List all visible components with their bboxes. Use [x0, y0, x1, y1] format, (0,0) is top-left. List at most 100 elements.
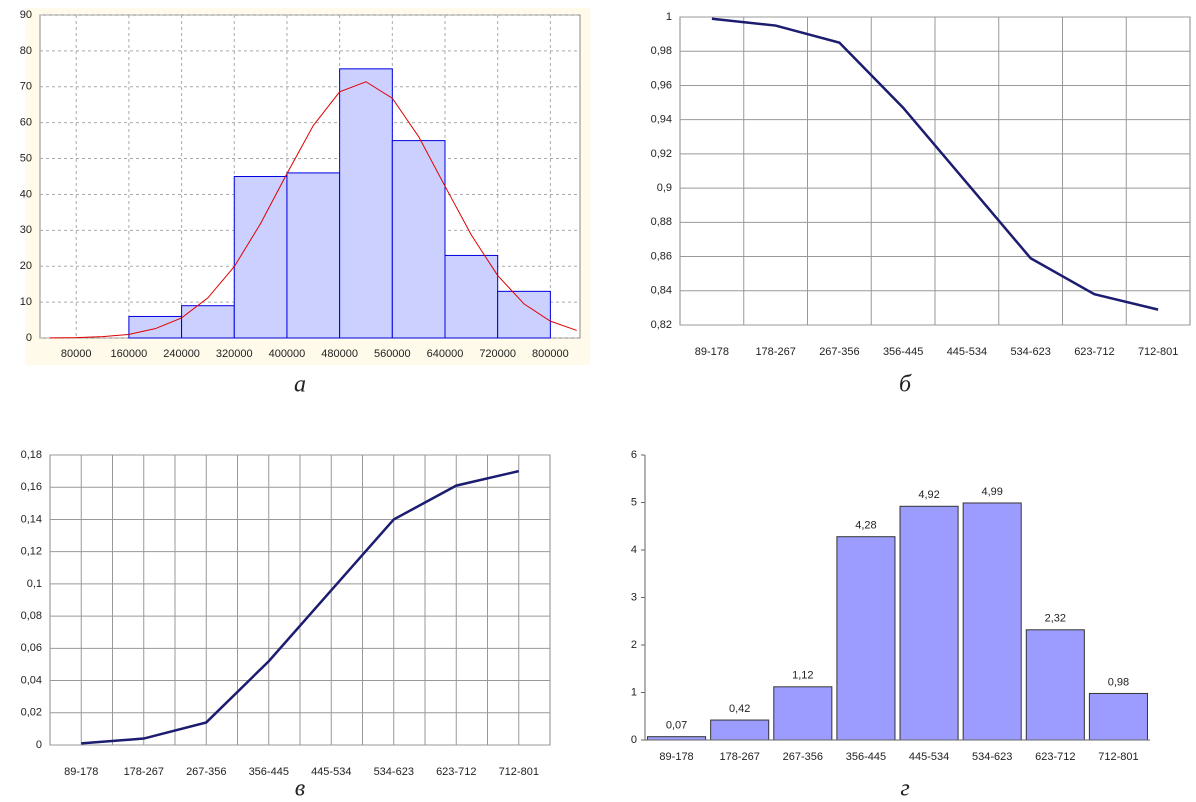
fit-curve [49, 81, 577, 339]
y-tick-label: 0,08 [21, 610, 42, 622]
y-tick-label: 90 [20, 9, 32, 21]
histogram-bar [128, 315, 183, 339]
y-tick-label: 0,16 [21, 481, 42, 493]
y-tick-label: 0 [36, 739, 42, 751]
x-tick-label: 267-356 [783, 751, 823, 763]
histogram-bar [444, 254, 499, 339]
y-tick-label: 0,92 [651, 148, 672, 160]
y-tick-label: 10 [20, 296, 32, 308]
line [711, 17, 1159, 311]
x-tick-label: 240000 [163, 348, 200, 360]
y-tick-label: 0,88 [651, 216, 672, 228]
y-tick-label: 0,06 [21, 642, 42, 654]
data-label: 2,32 [1045, 613, 1066, 625]
x-tick-label: 560000 [374, 348, 411, 360]
y-tick-label: 0,12 [21, 546, 42, 558]
bar [836, 536, 896, 741]
x-tick-label: 712-801 [1098, 751, 1138, 763]
y-tick-label: 0,82 [651, 319, 672, 331]
x-tick-label: 89-178 [695, 346, 729, 358]
y-tick-label: 0,84 [651, 285, 672, 297]
y-tick-label: 30 [20, 224, 32, 236]
bar [962, 502, 1022, 741]
data-label: 1,12 [792, 670, 813, 682]
histogram-bar [286, 172, 341, 339]
x-tick-label: 480000 [321, 348, 358, 360]
data-label: 0,07 [666, 720, 687, 732]
y-tick-label: 6 [631, 449, 637, 461]
bar [1088, 692, 1148, 741]
x-tick-label: 623-712 [1074, 346, 1114, 358]
x-tick-label: 534-623 [374, 766, 414, 778]
y-tick-label: 0,98 [651, 45, 672, 57]
x-tick-label: 400000 [269, 348, 306, 360]
data-label: 4,99 [981, 486, 1002, 498]
y-tick-label: 20 [20, 260, 32, 272]
y-tick-label: 1 [666, 11, 672, 23]
x-tick-label: 89-178 [64, 766, 98, 778]
y-tick-label: 0,14 [21, 513, 42, 525]
y-tick-label: 0,86 [651, 250, 672, 262]
data-label: 4,28 [855, 520, 876, 532]
x-tick-label: 720000 [479, 348, 516, 360]
x-tick-label: 356-445 [249, 766, 289, 778]
y-tick-label: 0,02 [21, 707, 42, 719]
data-label: 4,92 [918, 489, 939, 501]
y-tick-label: 2 [631, 639, 637, 651]
x-tick-label: 800000 [532, 348, 569, 360]
y-tick-label: 70 [20, 81, 32, 93]
y-tick-label: 0,96 [651, 79, 672, 91]
y-tick-label: 80 [20, 45, 32, 57]
x-tick-label: 178-267 [755, 346, 795, 358]
data-label: 0,98 [1108, 676, 1129, 688]
y-tick-label: 0,18 [21, 449, 42, 461]
caption: в [295, 776, 305, 802]
x-tick-label: 445-534 [947, 346, 987, 358]
y-tick-label: 40 [20, 188, 32, 200]
x-tick-label: 356-445 [883, 346, 923, 358]
y-tick-label: 0 [631, 734, 637, 746]
y-tick-label: 0,04 [21, 674, 42, 686]
x-tick-label: 534-623 [972, 751, 1012, 763]
histogram-bar [233, 176, 288, 339]
x-tick-label: 178-267 [124, 766, 164, 778]
x-tick-label: 712-801 [499, 766, 539, 778]
caption: г [900, 776, 909, 802]
y-tick-label: 0,9 [657, 182, 672, 194]
x-tick-label: 712-801 [1138, 346, 1178, 358]
x-tick-label: 178-267 [720, 751, 760, 763]
x-tick-label: 534-623 [1010, 346, 1050, 358]
x-tick-label: 320000 [216, 348, 253, 360]
bar [1025, 629, 1085, 741]
histogram-bar [497, 290, 551, 339]
bar [773, 686, 833, 741]
x-tick-label: 445-534 [909, 751, 949, 763]
y-tick-label: 1 [631, 686, 637, 698]
x-tick-label: 89-178 [659, 751, 693, 763]
caption: а [294, 372, 306, 398]
y-tick-label: 4 [631, 544, 637, 556]
y-tick-label: 3 [631, 591, 637, 603]
caption: б [899, 372, 912, 398]
y-tick-label: 50 [20, 152, 32, 164]
x-tick-label: 267-356 [819, 346, 859, 358]
y-tick-label: 0,94 [651, 114, 672, 126]
x-tick-label: 80000 [61, 348, 92, 360]
histogram-bar [181, 305, 235, 339]
x-tick-label: 623-712 [436, 766, 476, 778]
y-tick-label: 0 [26, 332, 32, 344]
y-tick-label: 60 [20, 117, 32, 129]
x-tick-label: 445-534 [311, 766, 351, 778]
y-tick-label: 0,1 [27, 578, 42, 590]
x-tick-label: 356-445 [846, 751, 886, 763]
bar [710, 719, 770, 741]
line [81, 469, 520, 745]
y-tick-label: 5 [631, 496, 637, 508]
x-tick-label: 160000 [111, 348, 148, 360]
histogram-bar [339, 68, 393, 339]
x-tick-label: 267-356 [186, 766, 226, 778]
x-tick-label: 623-712 [1035, 751, 1075, 763]
histogram-bar [391, 140, 446, 339]
data-label: 0,42 [729, 703, 750, 715]
